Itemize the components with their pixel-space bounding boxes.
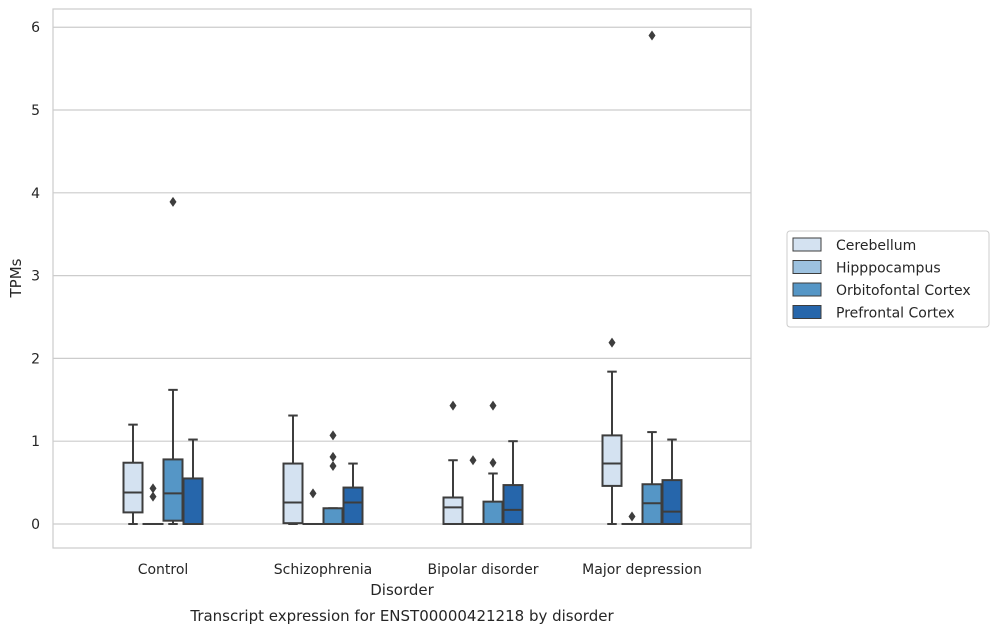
outlier-0 [169,196,177,207]
y-tick-label-0: 0 [31,517,40,533]
outlier-0 [469,455,477,466]
outlier-0 [648,30,656,41]
legend-swatch-0 [792,237,822,252]
legend-label-2: Orbitofontal Cortex [836,283,971,299]
box-body [482,500,504,525]
outlier-0 [608,337,616,348]
box-0-0 [122,423,144,525]
y-tick-label-6: 6 [31,20,40,36]
outlier-1 [489,400,497,411]
outlier-2 [329,430,337,441]
outlier-0 [489,457,497,468]
outlier-0 [149,491,157,502]
y-tick-labels: 0 1 2 3 4 5 6 [31,20,40,533]
y-tick-label-2: 2 [31,351,40,367]
plot-frame [52,8,752,549]
box-body [502,484,524,525]
boxes [122,30,683,525]
legend-label-1: Hipppocampus [836,261,941,277]
box-body [282,462,304,525]
box-body [601,434,623,487]
x-tick-label-2: Bipolar disorder [427,562,538,578]
x-tick-labels: Control Schizophrenia Bipolar disorder Majo… [138,562,702,578]
box-0-3 [601,337,623,525]
legend: Cerebellum Hipppocampus Orbitofontal Corte… [786,230,990,328]
box-1-2 [462,455,484,525]
box-3-1 [342,462,364,525]
box-2-1 [322,430,344,525]
box-0-2 [442,400,464,525]
y-tick-label-5: 5 [31,103,40,119]
outlier-1 [149,483,157,494]
box-3-3 [661,438,683,525]
legend-swatch-2 [792,282,822,297]
outlier-0 [329,461,337,472]
y-axis-label: TPMs [7,258,25,298]
outlier-0 [449,400,457,411]
box-1-0 [142,483,164,525]
plot-background [53,9,751,548]
box-3-0 [182,438,204,525]
x-tick-label-1: Schizophrenia [274,562,372,578]
legend-swatch-1 [792,260,822,274]
box-body [122,461,144,514]
legend-label-3: Prefrontal Cortex [836,306,955,322]
box-3-2 [502,440,524,525]
x-axis-label: Disorder [370,581,434,599]
outlier-0 [628,511,636,522]
box-body [661,479,683,525]
chart-title: Transcript expression for ENST0000042121… [189,607,614,625]
y-tick-label-3: 3 [31,269,40,285]
legend-label-0: Cerebellum [836,238,916,254]
x-tick-label-0: Control [138,562,189,578]
box-body [162,458,184,522]
box-body [442,496,464,525]
grid-lines [53,26,751,525]
x-tick-label-3: Major depression [582,562,702,578]
y-tick-label-4: 4 [31,186,40,202]
legend-frame [786,230,990,328]
box-2-2 [482,400,504,525]
box-body [182,477,204,525]
legend-swatch-3 [792,305,822,319]
outlier-0 [309,488,317,499]
box-body [322,507,344,525]
box-0-1 [282,414,304,525]
y-tick-label-1: 1 [31,434,40,450]
outlier-1 [329,451,337,462]
box-body [342,486,364,525]
